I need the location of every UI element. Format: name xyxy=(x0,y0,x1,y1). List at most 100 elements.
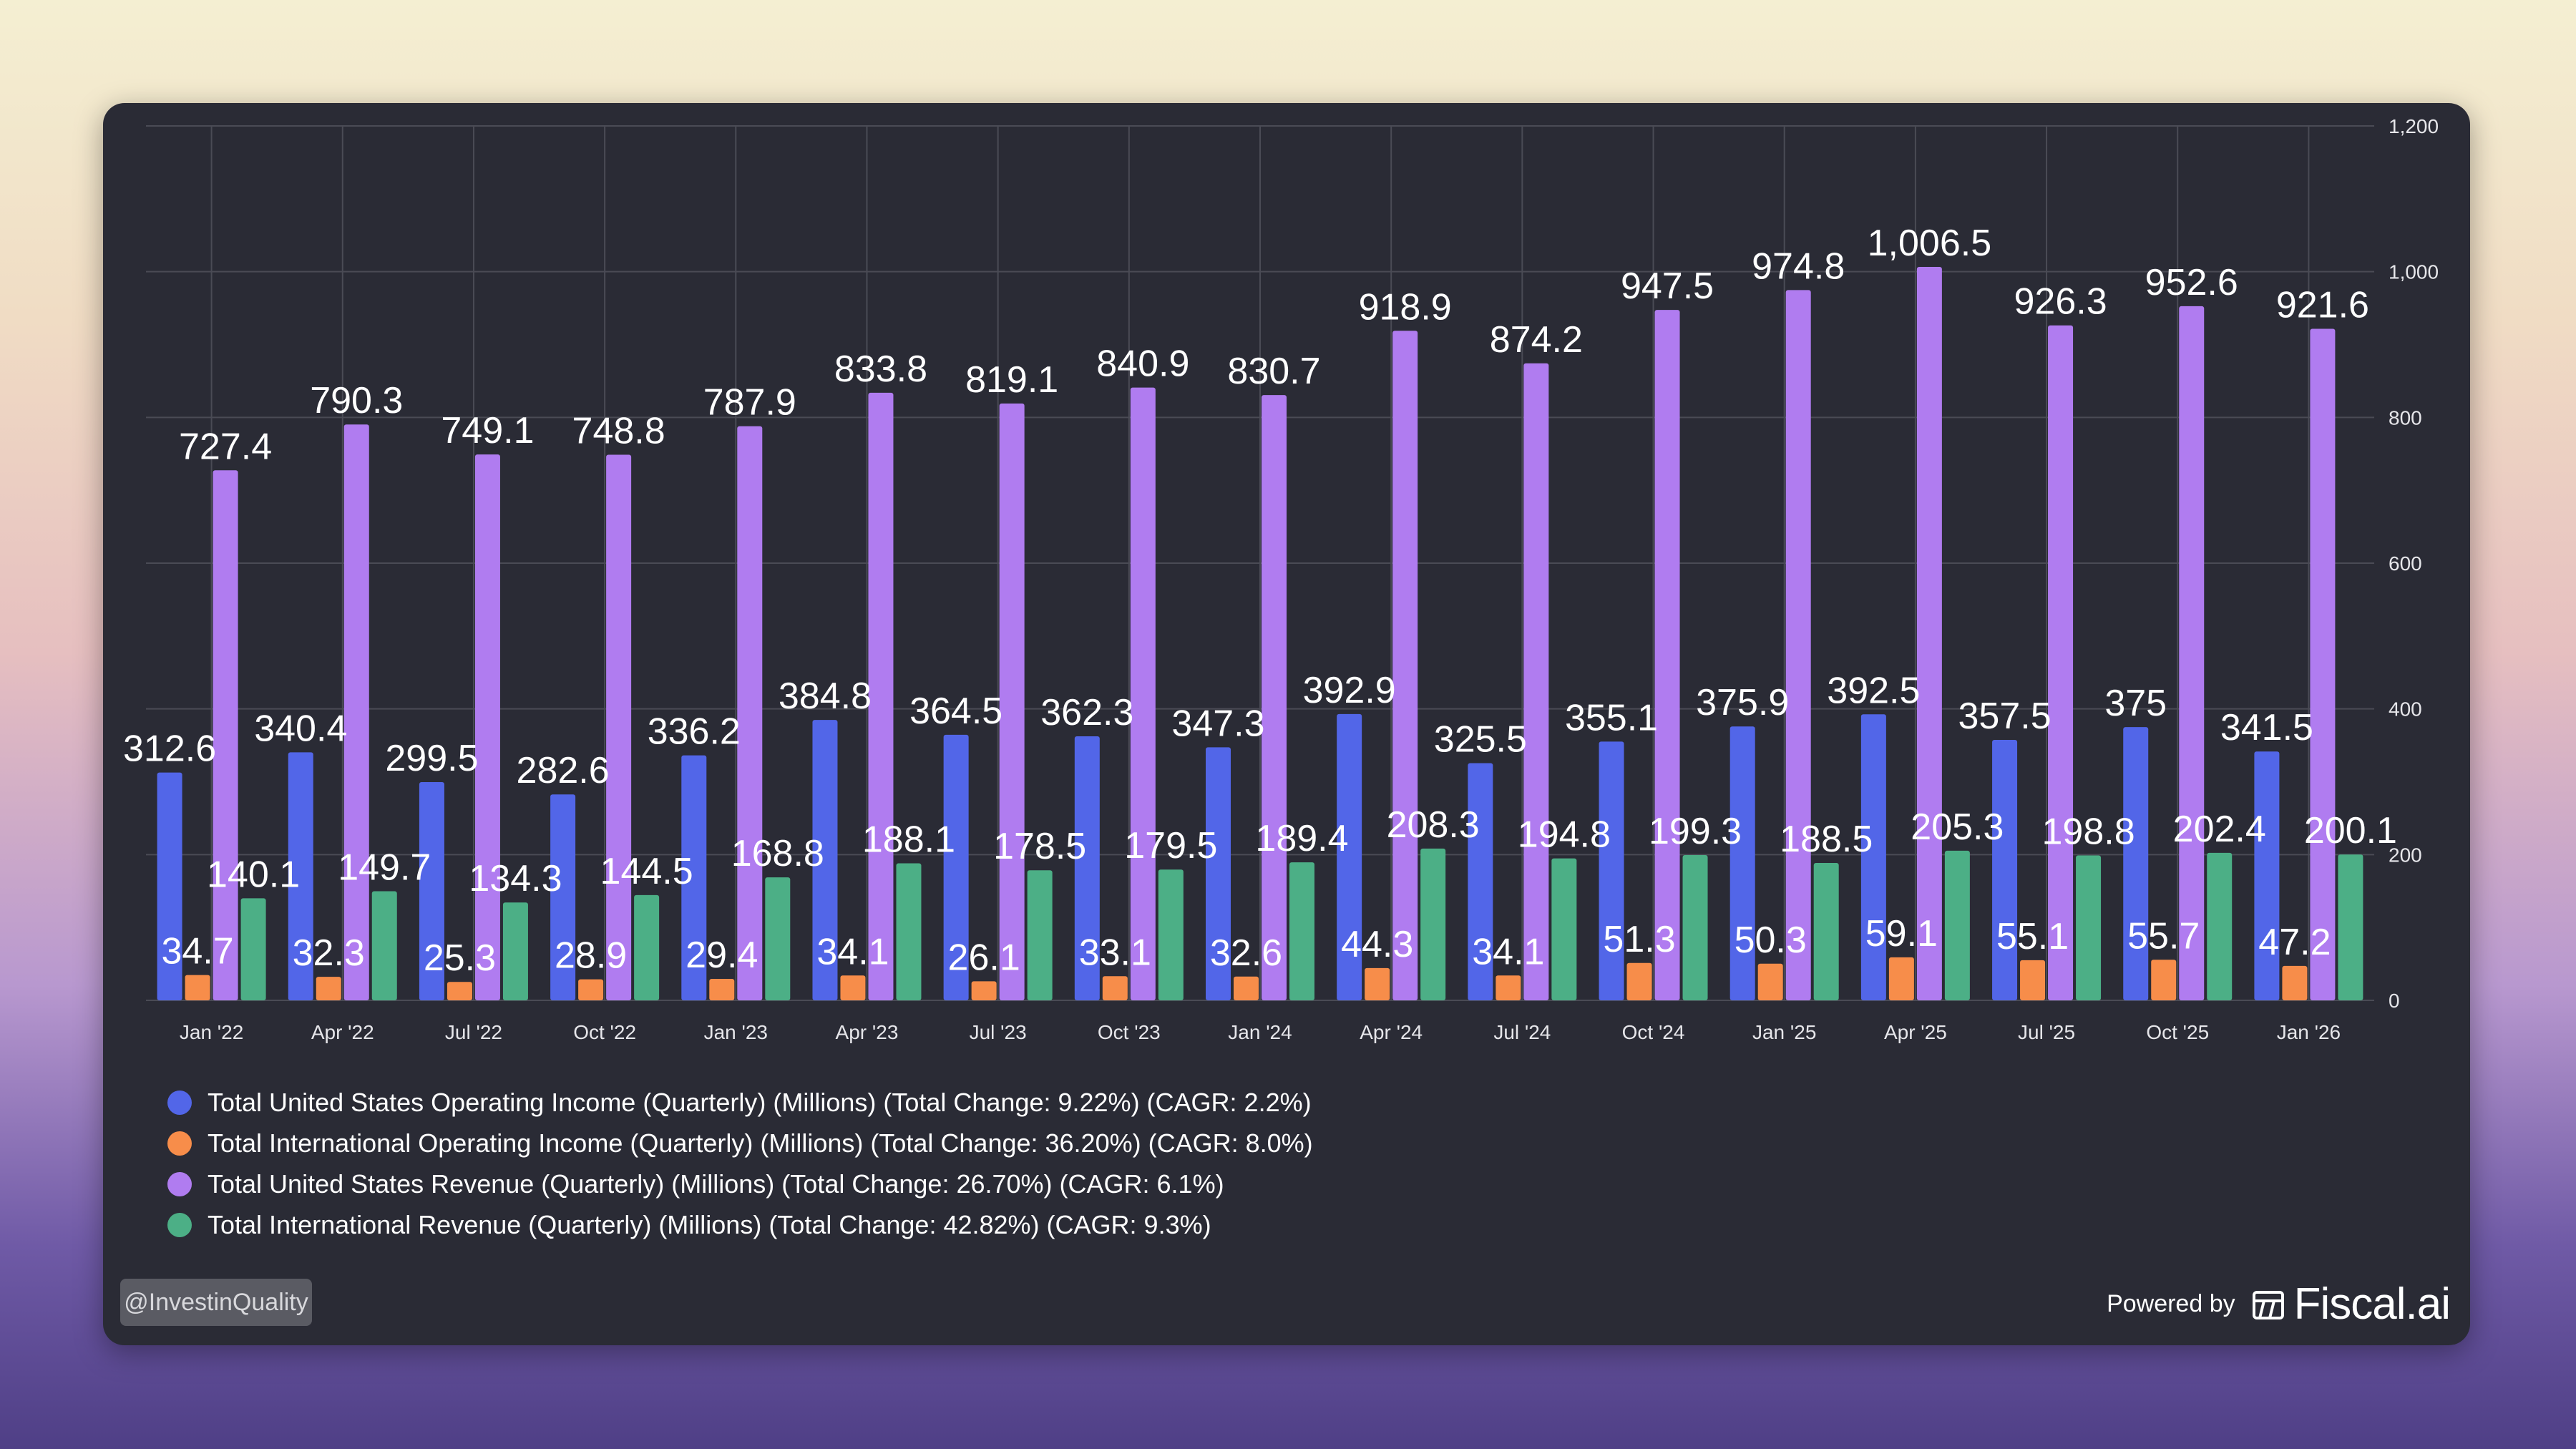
data-label: 34.7 xyxy=(161,931,233,972)
data-label: 362.3 xyxy=(1040,692,1133,733)
bar xyxy=(502,902,528,1000)
bar xyxy=(550,794,576,1000)
x-tick-label: Jan '26 xyxy=(2277,1021,2341,1043)
data-label: 357.5 xyxy=(1958,696,2051,737)
data-label: 33.1 xyxy=(1079,932,1151,973)
bar xyxy=(1916,267,1942,1000)
data-label: 32.6 xyxy=(1210,932,1282,974)
bar xyxy=(2020,960,2046,1000)
legend-item[interactable]: Total United States Operating Income (Qu… xyxy=(167,1082,1313,1123)
data-label: 749.1 xyxy=(441,410,534,452)
data-label: 200.1 xyxy=(2304,810,2397,852)
bar xyxy=(812,720,838,1000)
data-label: 144.5 xyxy=(600,851,693,892)
bar xyxy=(999,403,1025,1000)
bar xyxy=(1289,862,1314,1000)
data-label: 392.5 xyxy=(1827,670,1920,711)
data-label: 926.3 xyxy=(2014,281,2107,323)
data-label: 28.9 xyxy=(555,935,627,977)
powered-by[interactable]: Powered by Fiscal.ai xyxy=(2107,1279,2451,1330)
y-tick-label: 1,200 xyxy=(2389,115,2439,137)
data-label: 952.6 xyxy=(2145,262,2238,303)
bar xyxy=(2048,325,2074,1000)
bar xyxy=(1599,741,1624,1000)
data-label: 188.1 xyxy=(862,819,955,860)
bar xyxy=(1337,713,1362,1000)
legend-swatch xyxy=(167,1131,192,1156)
bar xyxy=(1365,967,1390,1000)
x-tick-label: Apr '22 xyxy=(311,1021,374,1043)
data-label: 205.3 xyxy=(1911,806,2004,848)
bar xyxy=(316,977,341,1000)
data-label: 198.8 xyxy=(2041,811,2135,853)
x-tick-label: Jul '23 xyxy=(970,1021,1027,1043)
data-label: 140.1 xyxy=(207,854,300,895)
data-label: 384.8 xyxy=(779,675,872,717)
x-tick-label: Jan '24 xyxy=(1228,1021,1292,1043)
bar xyxy=(1813,863,1839,1000)
data-label: 375.9 xyxy=(1696,682,1789,723)
bar xyxy=(213,470,238,1000)
bar xyxy=(2282,965,2308,1000)
data-label: 47.2 xyxy=(2258,922,2331,963)
data-label: 340.4 xyxy=(254,708,347,749)
bar xyxy=(765,877,791,1000)
bar xyxy=(1130,387,1156,1000)
bar xyxy=(868,392,894,1000)
data-label: 55.7 xyxy=(2127,915,2200,957)
x-tick-label: Apr '25 xyxy=(1884,1021,1947,1043)
data-label: 364.5 xyxy=(909,691,1002,732)
legend-item[interactable]: Total International Revenue (Quarterly) … xyxy=(167,1204,1313,1245)
bar xyxy=(1158,869,1184,1000)
legend-label: Total International Operating Income (Qu… xyxy=(208,1128,1313,1158)
data-label: 32.3 xyxy=(293,932,365,974)
bar xyxy=(1102,976,1128,1000)
bar xyxy=(240,898,266,1000)
x-tick-label: Oct '24 xyxy=(1622,1021,1685,1043)
data-label: 208.3 xyxy=(1387,804,1480,846)
bar xyxy=(1757,963,1783,1000)
legend-item[interactable]: Total International Operating Income (Qu… xyxy=(167,1123,1313,1163)
data-label: 840.9 xyxy=(1096,343,1189,385)
bar xyxy=(1496,975,1521,1000)
bar xyxy=(1206,747,1231,1000)
y-tick-label: 0 xyxy=(2389,990,2400,1012)
bar xyxy=(681,755,707,1000)
bar xyxy=(1392,331,1418,1000)
data-label: 134.3 xyxy=(469,858,562,899)
data-label: 199.3 xyxy=(1649,811,1742,852)
bar xyxy=(419,782,444,1000)
bar xyxy=(709,979,735,1000)
bar xyxy=(1074,736,1100,1000)
data-label: 830.7 xyxy=(1227,351,1320,392)
bar xyxy=(1234,976,1259,1000)
bar xyxy=(1682,855,1708,1000)
bar xyxy=(2076,855,2102,1000)
bar xyxy=(371,891,397,1000)
data-label: 748.8 xyxy=(572,410,665,452)
x-tick-label: Jul '24 xyxy=(1493,1021,1551,1043)
data-label: 178.5 xyxy=(993,826,1086,867)
data-label: 194.8 xyxy=(1518,814,1611,856)
x-tick-label: Jan '23 xyxy=(704,1021,768,1043)
data-label: 55.1 xyxy=(1996,916,2069,957)
legend-swatch xyxy=(167,1090,192,1115)
bar xyxy=(971,981,997,1000)
bar xyxy=(1785,290,1811,1000)
data-label: 947.5 xyxy=(1621,265,1714,307)
bar xyxy=(1027,870,1053,1000)
legend-swatch xyxy=(167,1212,192,1237)
data-label: 787.9 xyxy=(703,382,796,424)
data-label: 375 xyxy=(2104,683,2167,724)
bar xyxy=(157,772,182,1000)
legend: Total United States Operating Income (Qu… xyxy=(167,1082,1313,1245)
bar xyxy=(2151,960,2177,1000)
bar xyxy=(2179,306,2205,1000)
bar xyxy=(2254,751,2280,1000)
data-label: 921.6 xyxy=(2276,285,2369,326)
legend-item[interactable]: Total United States Revenue (Quarterly) … xyxy=(167,1163,1313,1204)
bar xyxy=(2207,852,2233,1000)
data-label: 189.4 xyxy=(1255,818,1348,859)
bar xyxy=(343,424,369,1000)
data-label: 1,006.5 xyxy=(1868,223,1992,264)
